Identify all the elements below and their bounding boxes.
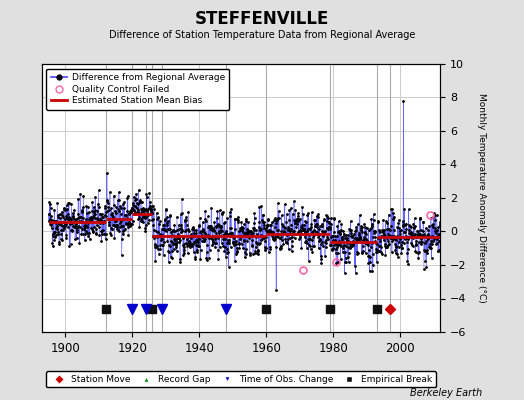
Legend: Difference from Regional Average, Quality Control Failed, Estimated Station Mean: Difference from Regional Average, Qualit… xyxy=(47,68,230,110)
Text: STEFFENVILLE: STEFFENVILLE xyxy=(195,10,329,28)
Legend: Station Move, Record Gap, Time of Obs. Change, Empirical Break: Station Move, Record Gap, Time of Obs. C… xyxy=(47,371,435,388)
Text: Difference of Station Temperature Data from Regional Average: Difference of Station Temperature Data f… xyxy=(109,30,415,40)
Y-axis label: Monthly Temperature Anomaly Difference (°C): Monthly Temperature Anomaly Difference (… xyxy=(477,93,486,303)
Text: Berkeley Earth: Berkeley Earth xyxy=(410,388,482,398)
